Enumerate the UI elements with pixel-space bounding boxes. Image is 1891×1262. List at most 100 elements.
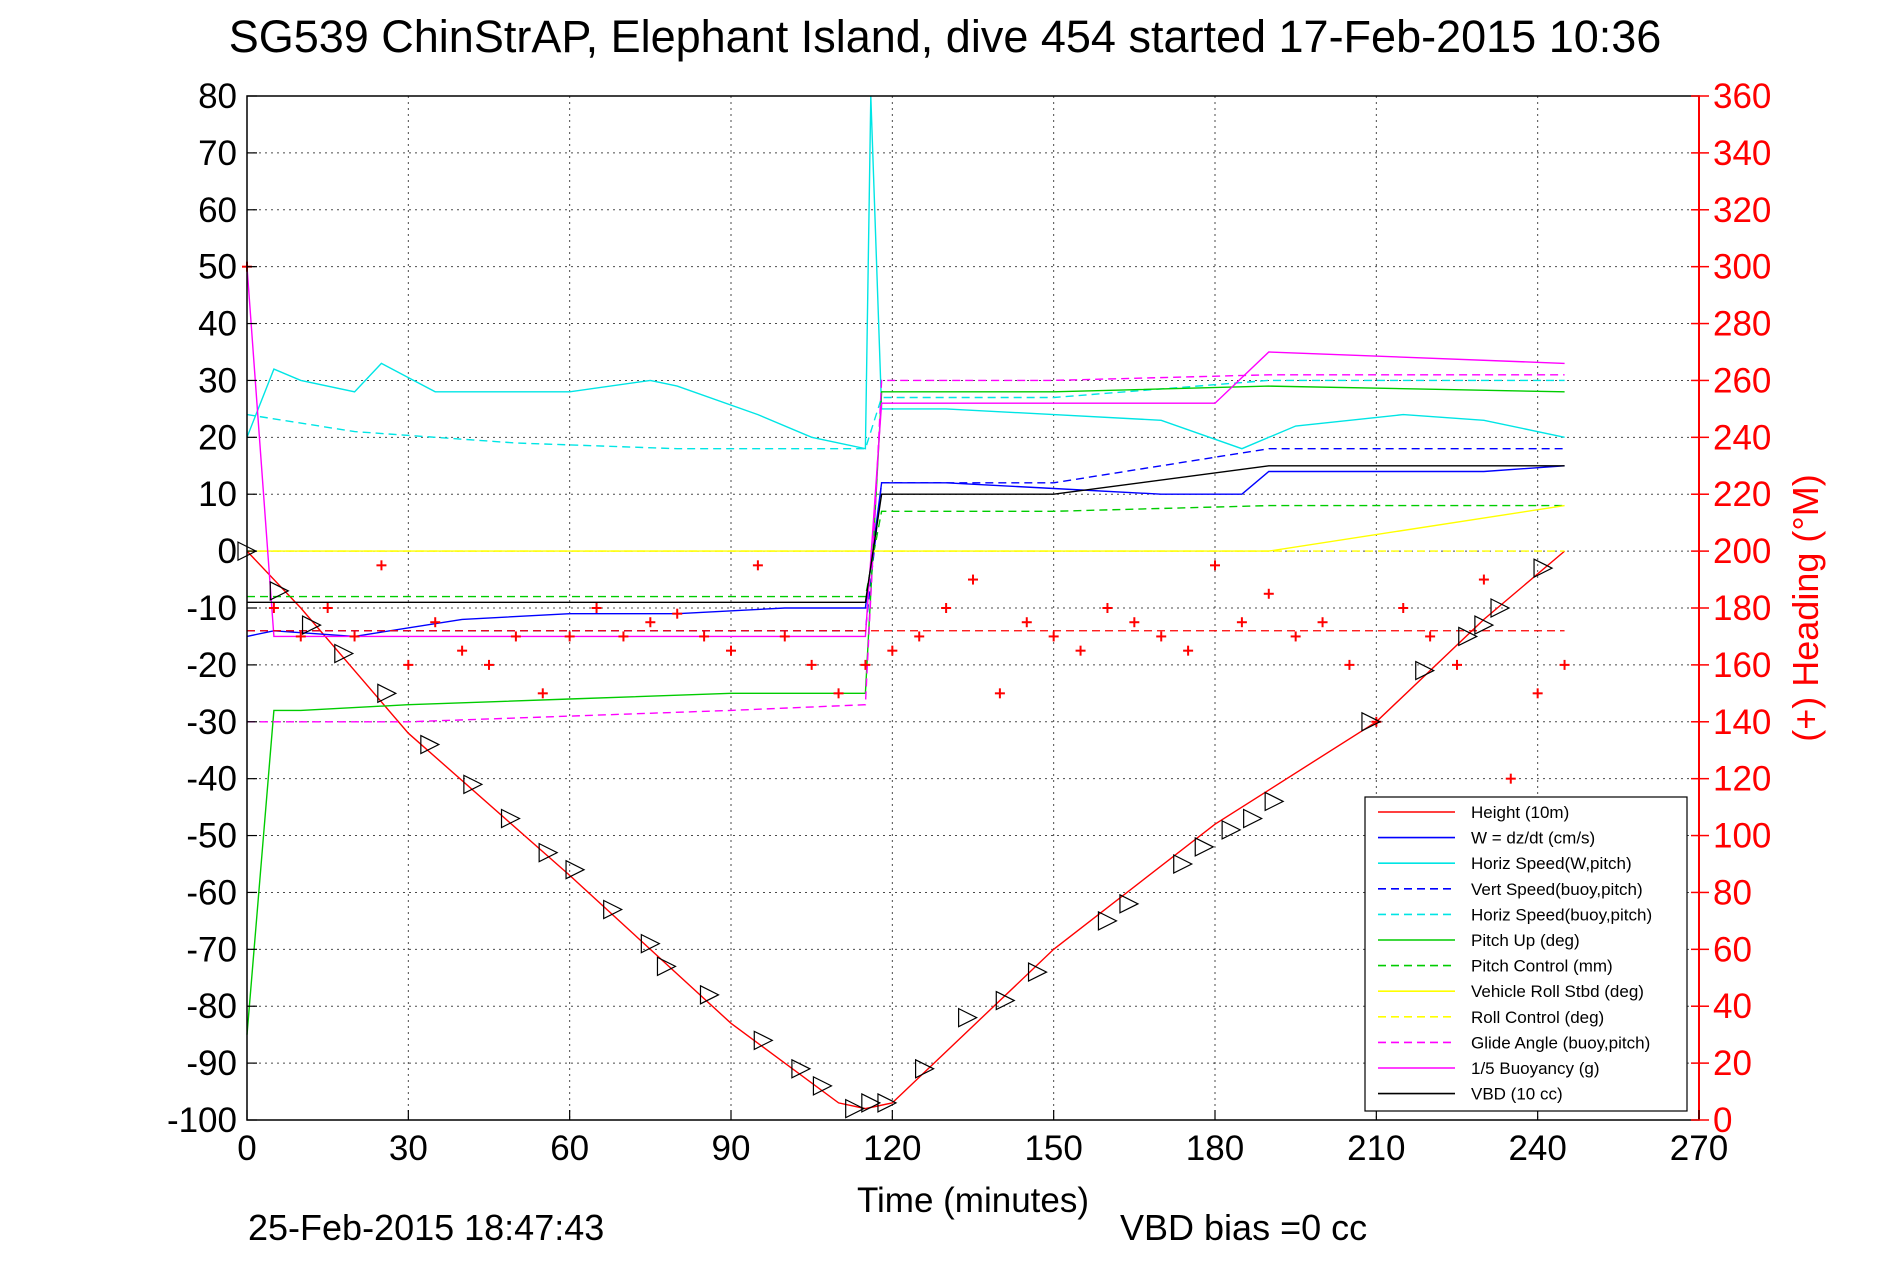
height-marker bbox=[958, 1007, 978, 1028]
y2-tick-label: 180 bbox=[1713, 589, 1771, 628]
heading-point bbox=[1344, 659, 1355, 670]
heading-point bbox=[726, 645, 736, 656]
grid-lines bbox=[247, 96, 1699, 1120]
legend-label: Glide Angle (buoy,pitch) bbox=[1471, 1033, 1650, 1052]
y-tick-label: 70 bbox=[198, 134, 237, 173]
height-marker bbox=[1027, 962, 1048, 983]
heading-point bbox=[1048, 631, 1059, 642]
heading-point bbox=[1290, 631, 1301, 642]
heading-point bbox=[537, 688, 548, 699]
y-tick-label: 30 bbox=[198, 361, 237, 400]
heading-axis-label: (+) Heading (°M) bbox=[1785, 474, 1826, 741]
y-axis-right: 0 20 40 60 80 100 120 140 160 180 200 220 240 260 280 3… bbox=[1691, 77, 1771, 1140]
y2-tick-label: 360 bbox=[1713, 77, 1771, 116]
x-tick-label: 240 bbox=[1508, 1129, 1566, 1168]
y-tick-label: -90 bbox=[186, 1044, 237, 1083]
x-tick-label: 90 bbox=[712, 1129, 751, 1168]
height-marker bbox=[334, 643, 355, 664]
height-marker bbox=[995, 990, 1016, 1011]
heading-point bbox=[1183, 645, 1194, 656]
height-marker bbox=[1221, 819, 1242, 840]
heading-point bbox=[1021, 617, 1032, 628]
heading-point bbox=[941, 603, 952, 613]
legend-label: Horiz Speed(buoy,pitch) bbox=[1471, 905, 1652, 924]
height-marker bbox=[1173, 854, 1194, 874]
heading-point bbox=[1263, 588, 1274, 599]
heading-point bbox=[457, 645, 468, 656]
heading-point bbox=[1102, 603, 1113, 613]
heading-point bbox=[1532, 688, 1543, 699]
heading-point bbox=[1075, 645, 1086, 656]
y-tick-label: -80 bbox=[186, 987, 237, 1026]
y-tick-label: -20 bbox=[186, 646, 237, 685]
legend-label: Roll Control (deg) bbox=[1471, 1008, 1604, 1027]
height-marker bbox=[1194, 836, 1215, 857]
heading-point bbox=[752, 560, 763, 571]
y-tick-label: 60 bbox=[198, 191, 237, 230]
heading-point bbox=[994, 688, 1005, 699]
y2-tick-label: 80 bbox=[1713, 873, 1752, 912]
heading-point bbox=[860, 659, 871, 670]
height-marker bbox=[1361, 711, 1382, 732]
heading-point bbox=[376, 560, 387, 571]
y-tick-label: 20 bbox=[198, 418, 237, 457]
heading-point bbox=[1505, 773, 1516, 784]
heading-point bbox=[779, 631, 790, 642]
y2-tick-label: 200 bbox=[1713, 532, 1771, 571]
legend-label: Vehicle Roll Stbd (deg) bbox=[1471, 982, 1644, 1001]
heading-point bbox=[295, 631, 306, 642]
y2-tick-label: 140 bbox=[1713, 703, 1771, 742]
height-marker bbox=[565, 859, 586, 880]
y-tick-label: 40 bbox=[198, 305, 237, 344]
heading-point bbox=[645, 617, 656, 628]
heading-point bbox=[591, 603, 602, 613]
heading-point bbox=[1236, 617, 1247, 628]
heading-point bbox=[1317, 617, 1328, 628]
heading-point bbox=[887, 645, 898, 656]
height-marker bbox=[877, 1092, 898, 1113]
legend-label: Pitch Control (mm) bbox=[1471, 957, 1613, 976]
height-marker bbox=[1243, 808, 1263, 829]
heading-point bbox=[1398, 603, 1409, 613]
heading-point bbox=[1129, 617, 1140, 628]
heading-point bbox=[806, 659, 817, 670]
y2-tick-label: 220 bbox=[1713, 475, 1771, 514]
series-line-1-5-buoyancy-g bbox=[246, 266, 1565, 638]
heading-point bbox=[322, 603, 333, 613]
heading-point bbox=[484, 659, 494, 670]
x-tick-label: 210 bbox=[1347, 1129, 1405, 1168]
footer-vbd-bias: VBD bias =0 cc bbox=[1120, 1207, 1367, 1248]
legend-label: Height (10m) bbox=[1471, 803, 1569, 822]
chart-title: SG539 ChinStrAP, Elephant Island, dive 4… bbox=[229, 11, 1662, 62]
x-tick-label: 270 bbox=[1670, 1129, 1728, 1168]
y2-tick-label: 260 bbox=[1713, 361, 1771, 400]
height-marker bbox=[463, 774, 484, 795]
y2-tick-label: 40 bbox=[1713, 987, 1752, 1026]
y-tick-label: 10 bbox=[198, 475, 237, 514]
x-tick-label: 60 bbox=[550, 1129, 589, 1168]
y-tick-label: 0 bbox=[218, 532, 237, 571]
y-tick-label: -60 bbox=[186, 873, 237, 912]
heading-point bbox=[430, 617, 441, 628]
heading-point bbox=[1559, 659, 1570, 670]
height-marker bbox=[861, 1092, 882, 1113]
y2-tick-label: 320 bbox=[1713, 191, 1771, 230]
height-marker bbox=[845, 1098, 866, 1119]
height-marker bbox=[269, 580, 290, 601]
heading-point bbox=[672, 608, 683, 619]
series-line-vbd-10-cc bbox=[247, 465, 1565, 603]
height-marker bbox=[1415, 660, 1436, 681]
heading-point bbox=[914, 631, 925, 642]
x-tick-label: 150 bbox=[1024, 1129, 1082, 1168]
series-line-horiz-speed-buoy-pitch bbox=[246, 379, 1565, 450]
x-tick-label: 0 bbox=[237, 1129, 256, 1168]
height-marker bbox=[1533, 558, 1554, 579]
y2-tick-label: 280 bbox=[1713, 305, 1771, 344]
heading-point bbox=[564, 631, 575, 642]
height-marker bbox=[301, 615, 322, 636]
x-axis-label: Time (minutes) bbox=[857, 1181, 1089, 1220]
height-marker bbox=[791, 1058, 812, 1079]
legend-label: VBD (10 cc) bbox=[1471, 1085, 1563, 1104]
height-marker bbox=[1097, 910, 1118, 931]
